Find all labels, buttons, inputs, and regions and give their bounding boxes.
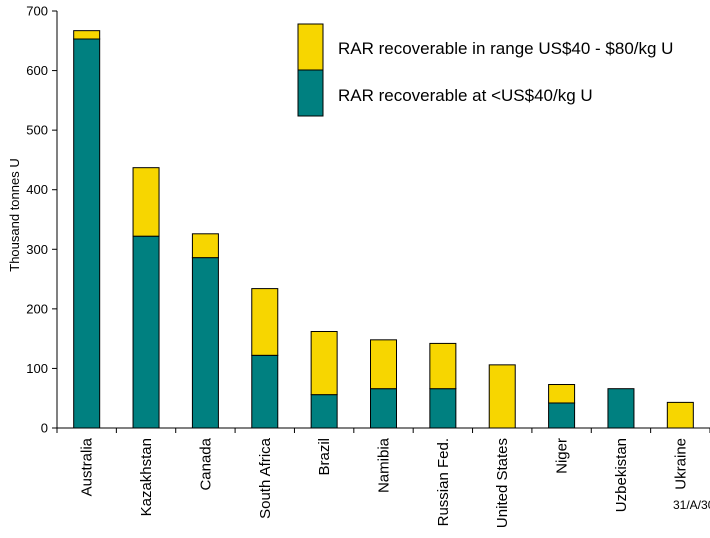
bar-segment-below-40 <box>132 235 160 429</box>
legend-swatch-upper <box>297 23 324 71</box>
x-tick-label: Australia <box>79 437 96 496</box>
x-tick-label: Brazil <box>316 438 333 476</box>
bar-segment-below-40 <box>370 388 397 429</box>
y-axis: 0 100 200 300 400 500 600 700 <box>26 4 58 436</box>
y-tick-label: 300 <box>26 242 48 257</box>
bars <box>73 30 694 429</box>
y-tick-label: 0 <box>41 421 48 436</box>
x-tick-label: Uzbekistan <box>613 438 630 512</box>
bar-segment-below-40 <box>73 38 101 429</box>
bar-segment-40-80 <box>310 330 338 396</box>
category-labels: Australia Kazakhstan Canada South Africa Bra… <box>79 437 690 528</box>
x-tick-label: Kazakhstan <box>138 438 155 516</box>
bar-segment-40-80 <box>548 384 576 404</box>
y-tick-label: 500 <box>26 123 48 138</box>
bar-segment-below-40 <box>607 388 635 429</box>
bar-segment-below-40 <box>251 354 279 429</box>
bar-segment-40-80 <box>488 364 516 429</box>
bar-segment-below-40 <box>429 388 457 429</box>
x-tick-label: United States <box>494 438 511 528</box>
legend-swatch-lower <box>297 69 324 117</box>
x-tick-label: South Africa <box>257 437 274 519</box>
x-tick-label: Niger <box>554 438 571 474</box>
bar-segment-40-80 <box>429 342 457 390</box>
x-axis <box>56 427 710 433</box>
footnote: 31/A/30 <box>673 498 710 512</box>
y-tick-label: 400 <box>26 182 48 197</box>
y-tick-label: 200 <box>26 301 48 316</box>
x-tick-label: Russian Fed. <box>435 438 452 526</box>
bar-segment-40-80 <box>370 339 397 390</box>
y-axis-label: Thousand tonnes U <box>7 158 22 271</box>
legend: RAR recoverable in range US$40 - $80/kg … <box>297 23 673 117</box>
bar-segment-below-40 <box>548 402 576 429</box>
bar-segment-40-80 <box>132 167 160 237</box>
legend-label-upper: RAR recoverable in range US$40 - $80/kg … <box>338 39 673 58</box>
bar-segment-40-80 <box>251 288 279 356</box>
y-tick-label: 700 <box>26 4 48 19</box>
y-tick-label: 600 <box>26 63 48 78</box>
legend-label-lower: RAR recoverable at <US$40/kg U <box>338 86 593 105</box>
bar-segment-40-80 <box>73 30 101 40</box>
x-tick-label: Ukraine <box>672 438 689 490</box>
y-tick-label: 100 <box>26 361 48 376</box>
bar-segment-40-80 <box>666 401 694 429</box>
x-tick-label: Canada <box>197 437 214 490</box>
bar-segment-below-40 <box>191 257 219 429</box>
x-tick-label: Namibia <box>376 437 393 493</box>
bar-segment-40-80 <box>191 233 219 259</box>
bar-segment-below-40 <box>310 394 338 429</box>
